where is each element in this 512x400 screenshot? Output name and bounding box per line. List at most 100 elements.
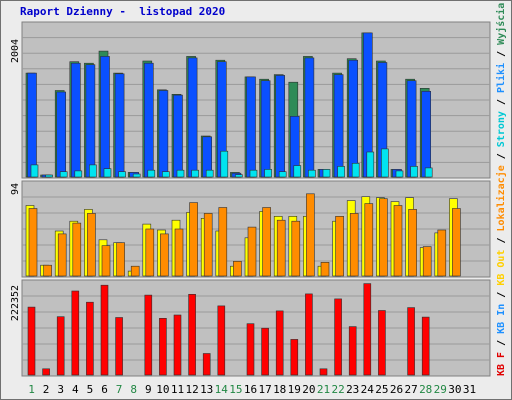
x-tick-label: 28 [419,383,432,396]
bar-strony-day-25 [381,148,389,178]
bar-strony-day-13 [205,169,214,178]
side-legend-part: Wyjścia [495,3,507,45]
bar-lokalizacje-day-12 [189,202,198,277]
bar-lokalizacje-day-13 [203,213,213,277]
bar-pliki-day-12 [187,57,198,178]
x-tick-label: 12 [185,383,198,396]
bar-kb_f-day-28 [421,316,430,376]
bar-pliki-day-17 [260,80,271,178]
x-tick-label: 4 [72,383,79,396]
bar-pliki-day-5 [85,64,96,178]
bar-lokalizacje-day-18 [276,219,286,277]
bar-lokalizacje-day-28 [422,246,432,277]
x-tick-label: 20 [302,383,315,396]
bar-strony-day-27 [410,166,418,178]
bar-lokalizacje-day-17 [262,207,271,277]
bar-lokalizacje-day-14 [218,207,228,277]
bar-kb_f-day-19 [290,339,299,376]
bar-pliki-day-23 [348,59,359,178]
y-max-label-kb: 222352 [10,285,21,321]
bar-lokalizacje-day-15 [233,260,242,277]
bar-lokalizacje-day-16 [247,226,257,277]
x-tick-label: 16 [244,383,257,396]
bar-pliki-day-3 [56,91,67,178]
bar-lokalizacje-day-30 [452,208,461,277]
y-max-label-visits: 94 [10,183,21,195]
bar-kb_f-day-11 [173,314,182,376]
bar-strony-day-19 [293,165,302,178]
x-tick-label: 18 [273,383,286,396]
bar-strony-day-6 [103,168,112,178]
side-legend-part: KB Out [496,250,507,286]
bar-lokalizacje-day-23 [349,213,359,277]
x-tick-label: 8 [130,383,137,396]
x-tick-label: 17 [258,383,271,396]
x-tick-label: 26 [390,383,403,396]
bar-kb_f-day-4 [71,290,80,376]
bar-strony-day-22 [337,166,345,178]
bar-lokalizacje-day-22 [335,216,344,277]
x-tick-label: 10 [156,383,169,396]
bar-strony-day-7 [118,171,126,178]
bar-pliki-day-9 [144,62,154,178]
x-tick-label: 11 [171,383,184,396]
x-tick-label: 6 [101,383,108,396]
bar-kb_f-day-12 [188,293,196,376]
bar-lokalizacje-day-6 [101,245,111,277]
bar-kb_f-day-1 [27,306,36,376]
bar-strony-day-18 [278,171,287,178]
bar-kb_f-day-21 [319,368,328,376]
side-legend-part: / [496,147,507,165]
bar-kb_f-day-2 [42,368,50,376]
x-tick-label: 31 [463,383,476,396]
bar-kb_f-day-27 [407,307,415,376]
x-tick-label: 24 [361,383,375,396]
x-tick-label: 1 [28,383,35,396]
bar-kb_f-day-18 [275,310,284,376]
side-legend-part: Strony [496,111,507,147]
x-tick-label: 23 [346,383,359,396]
bar-kb_f-day-14 [217,305,226,376]
bar-strony-day-2 [45,174,53,178]
bar-lokalizacje-day-8 [130,265,140,277]
x-tick-label: 14 [215,383,229,396]
side-legend-part: / [496,334,507,352]
x-tick-label: 13 [200,383,213,396]
bar-pliki-day-18 [275,75,286,178]
x-tick-label: 21 [317,383,330,396]
bar-lokalizacje-day-11 [174,228,184,277]
bar-pliki-day-1 [27,72,37,178]
bar-strony-day-24 [366,151,375,178]
bar-kb_f-day-9 [144,294,153,376]
x-tick-label: 15 [229,383,242,396]
bar-kb_f-day-23 [348,326,357,376]
bar-lokalizacje-day-26 [393,205,403,277]
x-axis-day-labels: 1 2 3 4 5 6 7 8 9 10 11 12 13 14 15 16 17 18 19 20 21 22 23 24 2… [28,383,476,396]
bar-lokalizacje-day-24 [364,203,374,277]
bar-pliki-day-16 [246,76,256,178]
side-legend-part: / [496,231,507,249]
bar-pliki-day-20 [304,57,315,178]
bar-strony-day-3 [59,171,68,178]
bar-pliki-day-27 [406,80,417,178]
bar-kb_f-day-17 [261,327,269,376]
bar-pliki-day-10 [158,90,169,178]
side-legend-part: / [496,93,507,111]
bar-strony-day-17 [264,169,272,178]
bar-kb_f-day-10 [159,317,167,376]
bar-lokalizacje-day-27 [408,209,417,277]
bar-pliki-day-28 [421,91,432,178]
y-max-label-hits: 2004 [10,39,21,63]
x-tick-label: 22 [331,383,344,396]
bar-kb_f-day-3 [56,316,65,376]
x-tick-label: 2 [43,383,50,396]
report-title: Raport Dzienny - listopad 2020 [20,5,226,18]
bar-lokalizacje-day-19 [291,220,301,277]
bar-lokalizacje-day-20 [306,193,315,277]
bar-strony-day-21 [322,169,331,178]
bar-lokalizacje-day-5 [87,213,96,277]
bar-strony-day-11 [176,169,185,178]
bar-lokalizacje-day-3 [57,233,67,277]
bar-kb_f-day-13 [202,353,211,376]
